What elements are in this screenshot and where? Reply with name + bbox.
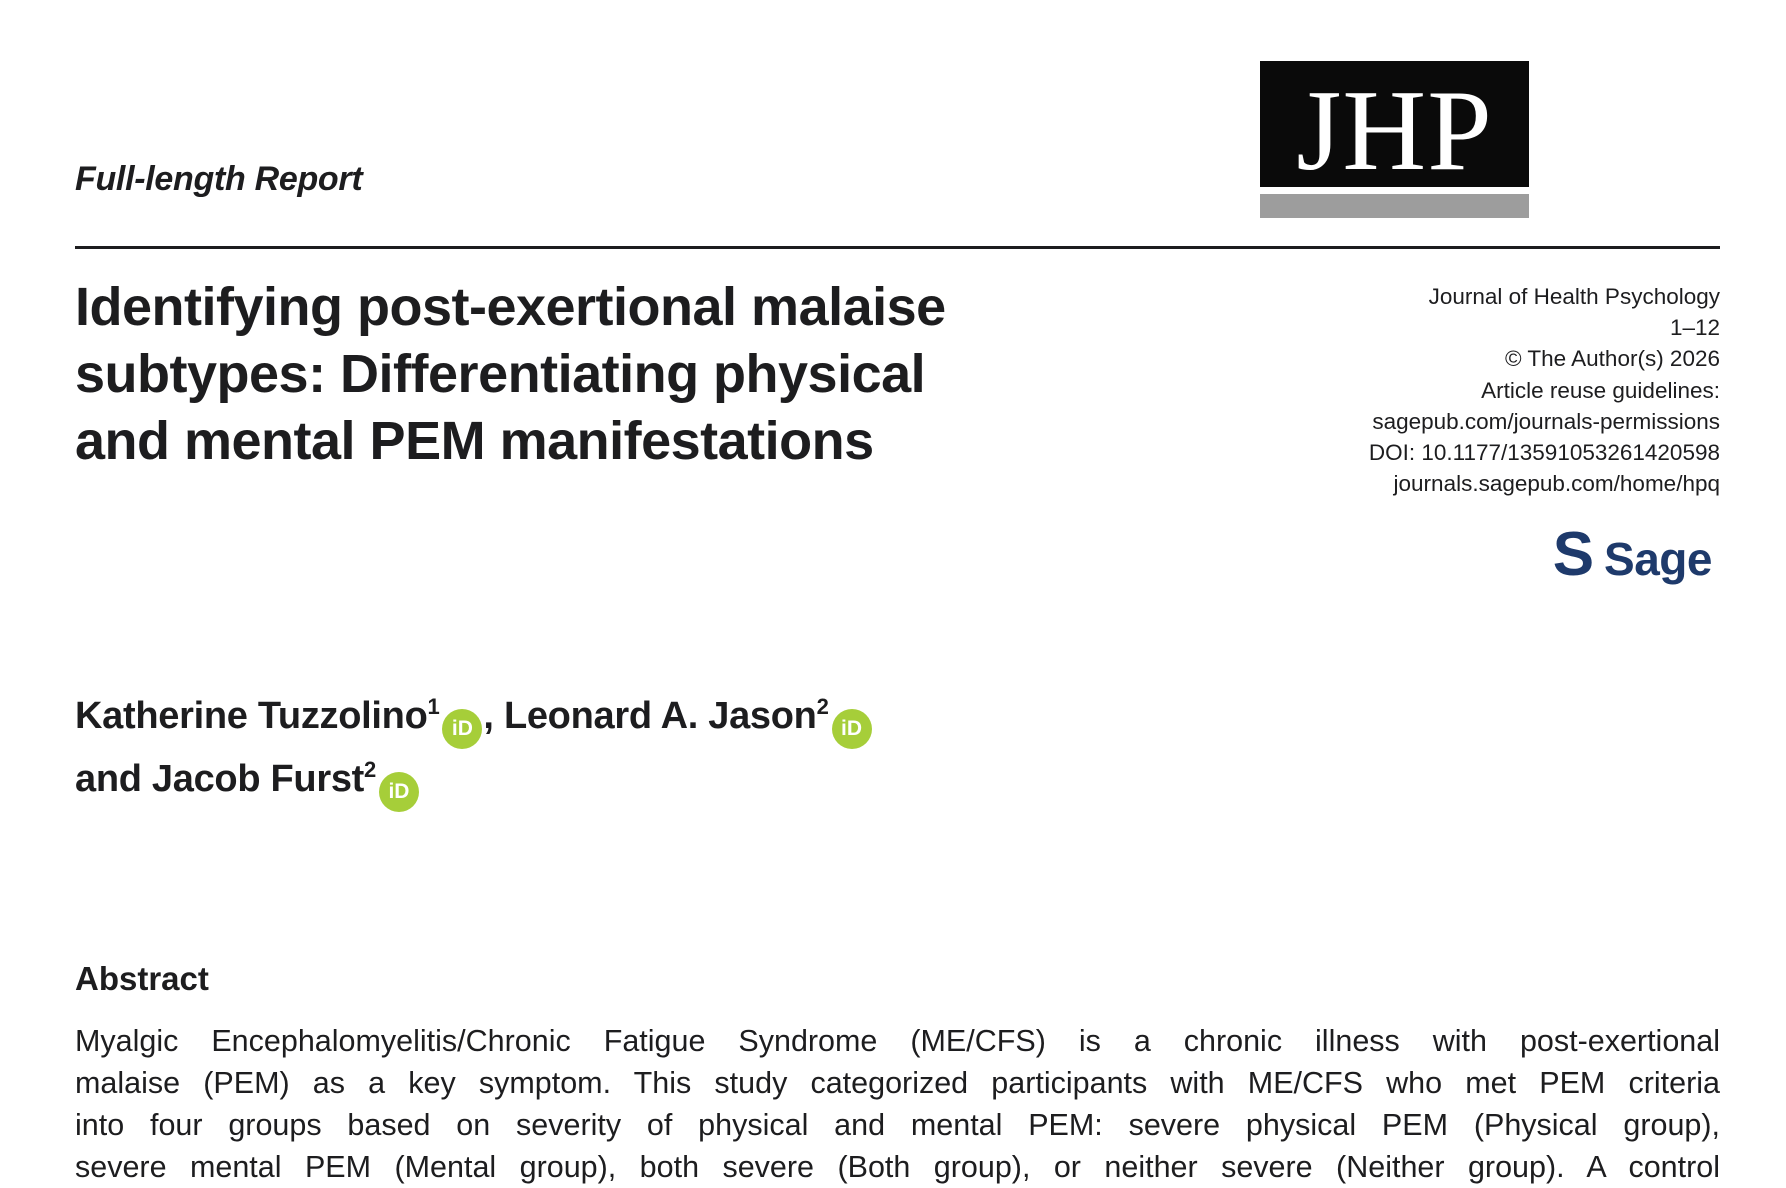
sage-s-icon: S — [1552, 520, 1595, 589]
doi-url[interactable]: DOI: 10.1177/13591053261420598 — [1368, 440, 1720, 466]
page-range: 1–12 — [1669, 315, 1720, 341]
copyright-line: © The Author(s) 2026 — [1504, 346, 1720, 372]
jhp-logo-text: JHP — [1296, 67, 1493, 195]
orcid-icon[interactable]: iD — [831, 709, 872, 749]
permissions-link[interactable]: sagepub.com/journals-permissions — [1100, 406, 1720, 437]
jhp-logo-gray-bar — [1260, 194, 1529, 218]
abstract-line-2: malaise (PEM) as a key symptom. This stu… — [75, 1066, 1720, 1100]
journal-home-link[interactable]: journals.sagepub.com/home/hpq — [1100, 468, 1720, 499]
title-line-2: subtypes: Differentiating physical — [75, 344, 926, 404]
author-conjunction: and — [75, 758, 152, 800]
reuse-guidelines-label: Article reuse guidelines: — [1481, 377, 1720, 403]
orcid-icon[interactable]: iD — [442, 709, 483, 749]
abstract-heading: Abstract — [75, 960, 209, 997]
author-1-affiliation-superscript: 1 — [427, 694, 440, 719]
article-title: Identifying post-exertional malaise subt… — [75, 274, 1085, 475]
author-3-affiliation-superscript: 2 — [364, 757, 376, 782]
title-line-1: Identifying post-exertional malaise — [75, 277, 946, 337]
abstract-text: Myalgic Encephalomyelitis/Chronic Fatigu… — [75, 1020, 1720, 1188]
journal-home-url[interactable]: journals.sagepub.com/home/hpq — [1393, 471, 1720, 497]
abstract-line-4: severe mental PEM (Mental group), both s… — [75, 1150, 1720, 1184]
journal-citation-block: Journal of Health Psychology 1–12 © The … — [1100, 281, 1720, 499]
article-category-label: Full-length Report — [75, 160, 363, 198]
journal-name: Journal of Health Psychology — [1428, 284, 1720, 309]
author-name-3: Jacob Furst — [151, 758, 365, 800]
permissions-url[interactable]: sagepub.com/journals-permissions — [1372, 408, 1720, 434]
abstract-line-1: Myalgic Encephalomyelitis/Chronic Fatigu… — [75, 1024, 1720, 1058]
author-line-2: and Jacob Furst2iD — [75, 749, 1175, 812]
author-name-2: Leonard A. Jason — [503, 695, 817, 737]
doi-line[interactable]: DOI: 10.1177/13591053261420598 — [1100, 437, 1720, 468]
title-line-3: and mental PEM manifestations — [75, 411, 874, 471]
abstract-line-3: into four groups based on severity of ph… — [75, 1108, 1720, 1142]
author-byline: Katherine Tuzzolino1iD, Leonard A. Jason… — [75, 686, 1175, 812]
author-separator: , — [483, 695, 504, 737]
author-name-1: Katherine Tuzzolino — [75, 695, 428, 737]
author-line-1: Katherine Tuzzolino1iD, Leonard A. Jason… — [75, 686, 1175, 749]
author-2-affiliation-superscript: 2 — [816, 694, 829, 719]
header-divider-rule — [75, 246, 1720, 249]
orcid-icon[interactable]: iD — [378, 772, 419, 812]
sage-publisher-logo: S Sage — [1553, 524, 1713, 590]
sage-wordmark: Sage — [1604, 533, 1712, 585]
jhp-journal-logo: JHP — [1260, 61, 1529, 195]
